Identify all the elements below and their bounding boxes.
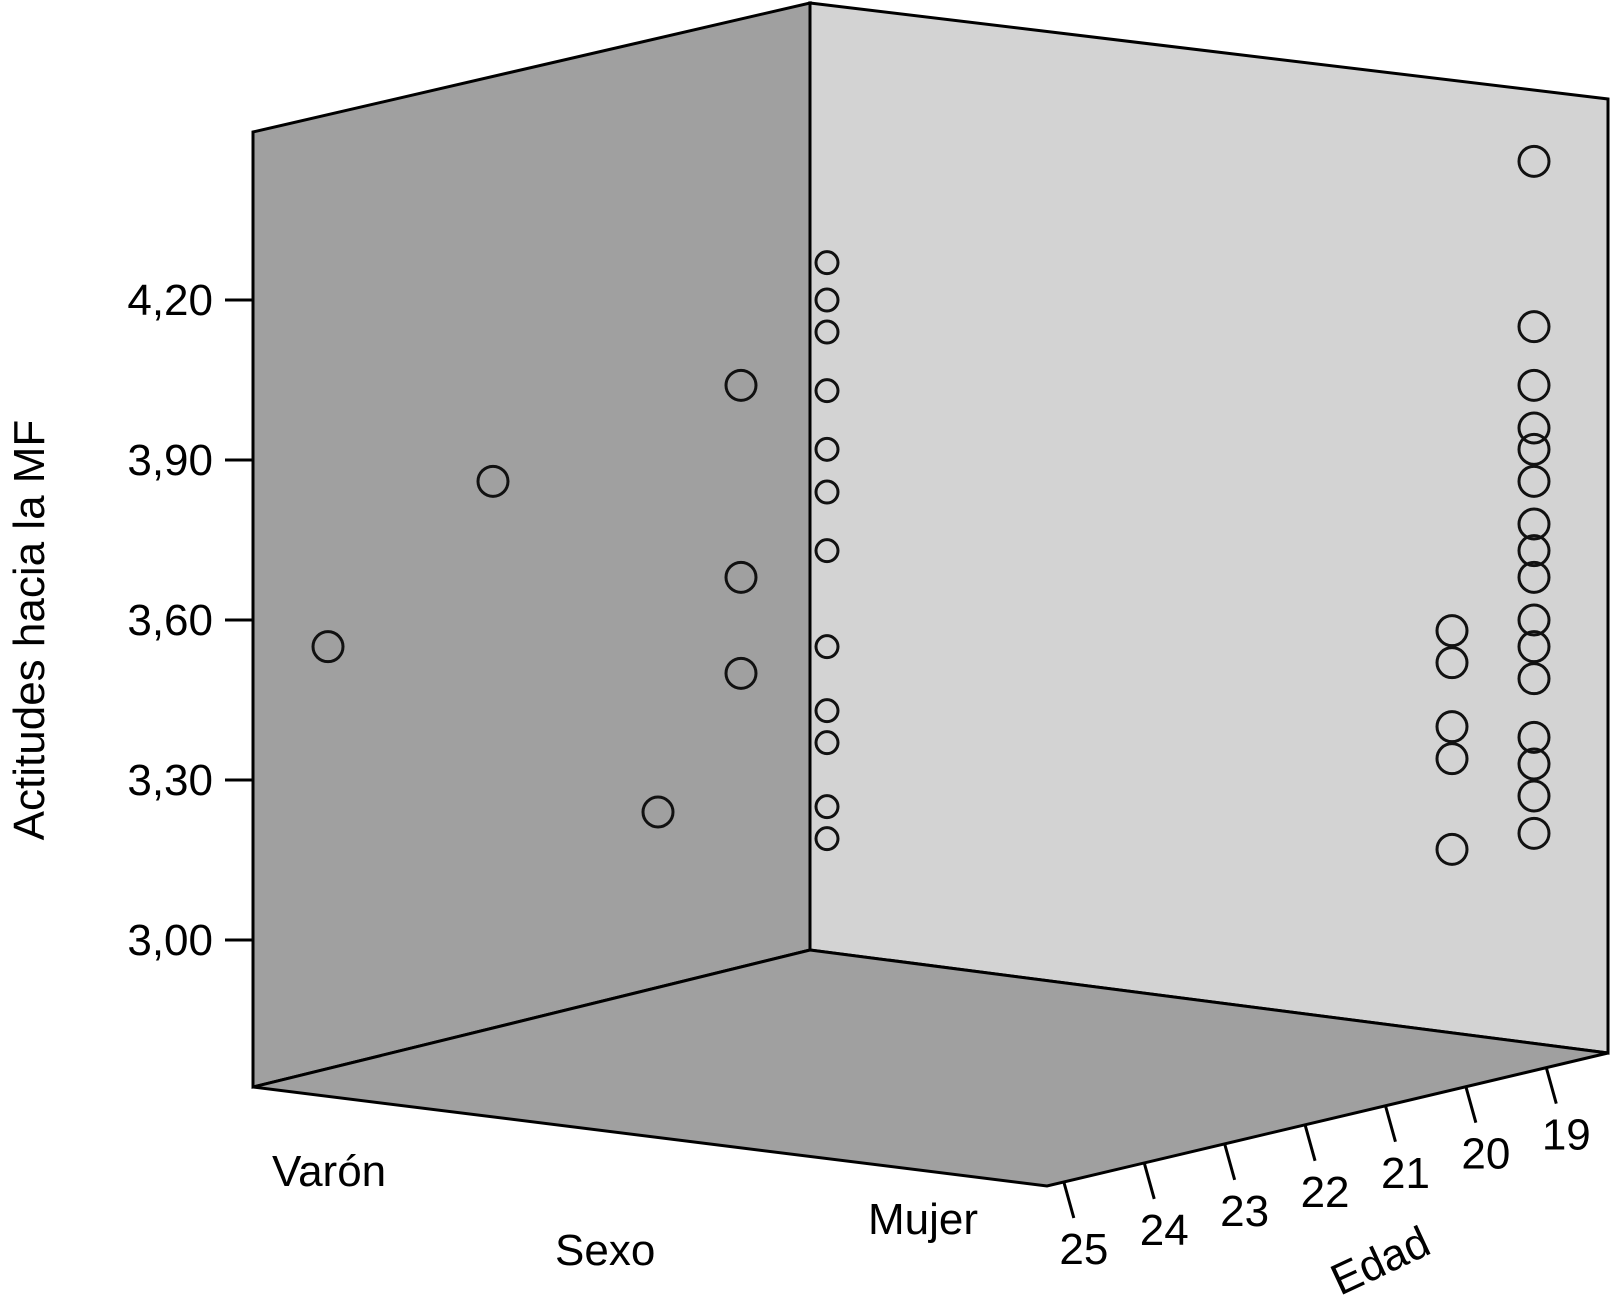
data-point: [814, 730, 840, 756]
data-point: [724, 368, 758, 402]
data-point: [814, 826, 840, 852]
data-point: [814, 634, 840, 660]
data-point: [1435, 614, 1469, 648]
data-point: [724, 656, 758, 690]
z-tick-mark: [1303, 1124, 1317, 1162]
y-tick-label: 3,90: [127, 436, 213, 485]
z-tick-label: 21: [1381, 1149, 1430, 1198]
data-point: [1517, 432, 1551, 466]
data-point: [814, 378, 840, 404]
floor: [252, 948, 1609, 1188]
z-tick-mark: [1544, 1067, 1558, 1105]
axis-ticks: 3,00 3,30 3,60 3,90 4,20 25 24 23 22 21 20 19: [127, 276, 1590, 1274]
data-point: [1517, 507, 1551, 541]
x-category-varon: Varón: [272, 1147, 386, 1196]
data-point: [814, 250, 840, 276]
data-point: [1517, 464, 1551, 498]
data-point: [1517, 560, 1551, 594]
data-point: [1517, 630, 1551, 664]
z-axis-title: Edad: [1324, 1217, 1438, 1305]
x-axis-title: Sexo: [555, 1226, 655, 1275]
data-point: [1517, 310, 1551, 344]
data-point: [814, 794, 840, 820]
data-point: [1517, 747, 1551, 781]
data-point: [476, 464, 510, 498]
data-point: [641, 795, 675, 829]
z-tick-label: 19: [1542, 1111, 1591, 1160]
x-category-mujer: Mujer: [868, 1195, 978, 1244]
data-point: [1517, 816, 1551, 850]
data-point: [814, 538, 840, 564]
data-point: [1435, 742, 1469, 776]
data-point: [814, 436, 840, 462]
z-tick-mark: [1223, 1143, 1237, 1181]
data-point: [1517, 144, 1551, 178]
y-tick-label: 3,00: [127, 916, 213, 965]
z-tick-mark: [1062, 1181, 1076, 1219]
y-axis-title: Actitudes hacia la MF: [5, 420, 54, 841]
data-point: [1435, 832, 1469, 866]
z-tick-label: 24: [1140, 1206, 1189, 1255]
data-point: [724, 560, 758, 594]
data-point: [814, 698, 840, 724]
y-tick-label: 3,60: [127, 596, 213, 645]
data-point: [1517, 779, 1551, 813]
data-point: [1517, 411, 1551, 445]
y-tick-label: 4,20: [127, 276, 213, 325]
z-tick-mark: [1464, 1086, 1478, 1124]
data-point: [814, 319, 840, 345]
z-tick-label: 25: [1059, 1225, 1108, 1274]
data-point: [1517, 534, 1551, 568]
data-points: [311, 144, 1551, 866]
z-tick-mark: [1142, 1162, 1156, 1200]
right-wall: [808, 1, 1610, 1055]
data-point: [1517, 720, 1551, 754]
left-wall: [251, 1, 812, 1089]
z-tick-label: 22: [1301, 1168, 1350, 1217]
z-tick-label: 20: [1461, 1130, 1510, 1179]
data-point: [1517, 603, 1551, 637]
data-point: [1517, 368, 1551, 402]
data-point: [814, 479, 840, 505]
data-point: [311, 630, 345, 664]
data-point: [1435, 646, 1469, 680]
data-point: [1435, 710, 1469, 744]
z-tick-mark: [1384, 1105, 1397, 1143]
y-tick-label: 3,30: [127, 756, 213, 805]
data-point: [814, 287, 840, 313]
data-point: [1517, 662, 1551, 696]
z-tick-label: 23: [1220, 1187, 1269, 1236]
